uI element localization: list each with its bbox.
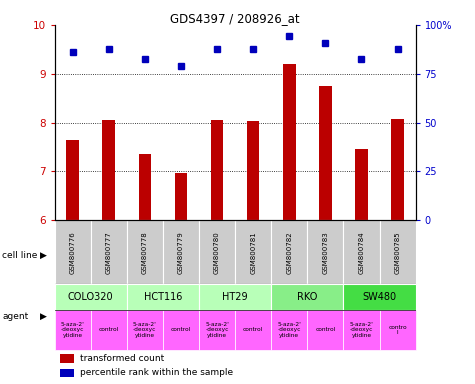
- Bar: [55, 310, 91, 350]
- Text: ▶: ▶: [40, 251, 47, 260]
- Bar: [247, 121, 259, 220]
- Bar: [163, 220, 199, 284]
- Bar: [391, 119, 404, 220]
- Bar: [271, 220, 307, 284]
- Title: GDS4397 / 208926_at: GDS4397 / 208926_at: [171, 12, 300, 25]
- Bar: [127, 310, 163, 350]
- Bar: [355, 149, 368, 220]
- Text: HCT116: HCT116: [144, 292, 182, 302]
- Bar: [139, 154, 151, 220]
- Bar: [91, 220, 127, 284]
- Bar: [343, 284, 416, 310]
- Text: percentile rank within the sample: percentile rank within the sample: [80, 369, 233, 377]
- Text: COLO320: COLO320: [68, 292, 114, 302]
- Text: GSM800782: GSM800782: [286, 231, 292, 274]
- Bar: [319, 86, 332, 220]
- Bar: [307, 220, 343, 284]
- Text: HT29: HT29: [222, 292, 248, 302]
- Text: 5-aza-2'
-deoxyc
ytidine: 5-aza-2' -deoxyc ytidine: [133, 322, 157, 338]
- Text: control: control: [99, 327, 119, 332]
- Bar: [283, 64, 295, 220]
- Text: RKO: RKO: [297, 292, 317, 302]
- Bar: [199, 220, 235, 284]
- Bar: [199, 284, 271, 310]
- Bar: [163, 310, 199, 350]
- Bar: [175, 173, 187, 220]
- Bar: [66, 140, 79, 220]
- Bar: [199, 310, 235, 350]
- Text: GSM800779: GSM800779: [178, 231, 184, 274]
- Text: control: control: [243, 327, 263, 332]
- Bar: [103, 120, 115, 220]
- Text: 5-aza-2'
-deoxyc
ytidine: 5-aza-2' -deoxyc ytidine: [277, 322, 301, 338]
- Bar: [60, 354, 74, 362]
- Text: GSM800781: GSM800781: [250, 231, 256, 274]
- Bar: [127, 220, 163, 284]
- Bar: [60, 369, 74, 377]
- Bar: [343, 310, 380, 350]
- Bar: [211, 120, 223, 220]
- Bar: [380, 220, 416, 284]
- Text: contro
l: contro l: [388, 324, 407, 335]
- Text: cell line: cell line: [2, 251, 38, 260]
- Text: GSM800777: GSM800777: [106, 231, 112, 274]
- Text: GSM800778: GSM800778: [142, 231, 148, 274]
- Bar: [127, 284, 199, 310]
- Text: 5-aza-2'
-deoxyc
ytidine: 5-aza-2' -deoxyc ytidine: [61, 322, 85, 338]
- Bar: [307, 310, 343, 350]
- Text: GSM800783: GSM800783: [323, 231, 328, 274]
- Text: control: control: [171, 327, 191, 332]
- Text: GSM800784: GSM800784: [359, 231, 364, 274]
- Bar: [55, 220, 91, 284]
- Text: ▶: ▶: [40, 312, 47, 321]
- Bar: [343, 220, 380, 284]
- Text: GSM800776: GSM800776: [70, 231, 76, 274]
- Bar: [271, 284, 343, 310]
- Bar: [271, 310, 307, 350]
- Text: agent: agent: [2, 312, 28, 321]
- Text: 5-aza-2'
-deoxyc
ytidine: 5-aza-2' -deoxyc ytidine: [205, 322, 229, 338]
- Text: 5-aza-2'
-deoxyc
ytidine: 5-aza-2' -deoxyc ytidine: [350, 322, 373, 338]
- Text: GSM800780: GSM800780: [214, 231, 220, 274]
- Text: SW480: SW480: [362, 292, 397, 302]
- Bar: [380, 310, 416, 350]
- Text: control: control: [315, 327, 335, 332]
- Text: transformed count: transformed count: [80, 354, 164, 363]
- Text: GSM800785: GSM800785: [395, 231, 400, 274]
- Bar: [235, 220, 271, 284]
- Bar: [235, 310, 271, 350]
- Bar: [55, 284, 127, 310]
- Bar: [91, 310, 127, 350]
